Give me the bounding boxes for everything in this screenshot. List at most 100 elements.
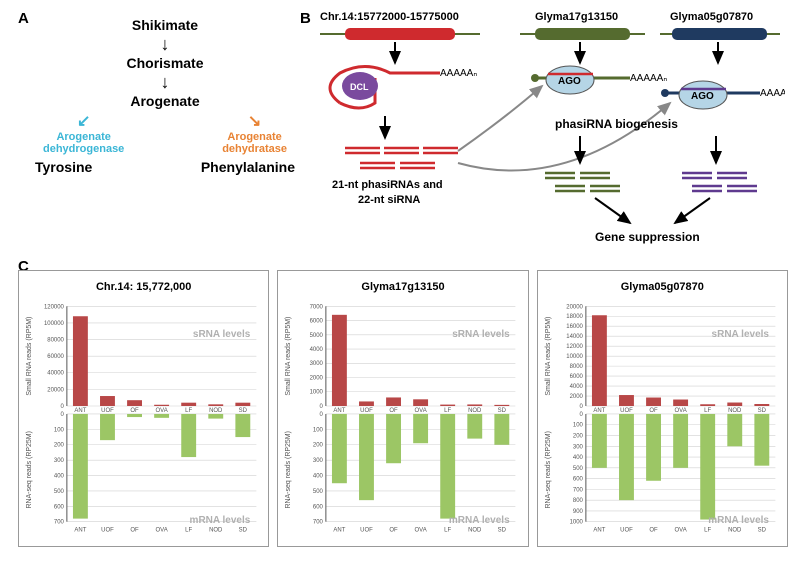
svg-text:NOD: NOD <box>209 408 223 414</box>
svg-text:OVA: OVA <box>156 528 168 534</box>
svg-text:900: 900 <box>573 509 584 515</box>
svg-text:100: 100 <box>573 423 584 429</box>
svg-text:OVA: OVA <box>674 408 686 414</box>
locus1-label: Chr.14:15772000-15775000 <box>320 11 459 23</box>
split-row: ↙ Arogenate dehydrogenase ↘ Arogenate de… <box>35 113 295 155</box>
svg-text:ANT: ANT <box>334 528 346 534</box>
pathway-item-0: Shikimate <box>132 17 198 33</box>
svg-text:80000: 80000 <box>47 338 64 344</box>
svg-text:7000: 7000 <box>310 304 324 310</box>
polya-1: AAAAAₙ <box>440 68 477 79</box>
svg-text:0: 0 <box>320 412 324 418</box>
svg-text:400: 400 <box>573 455 584 461</box>
end-row: Tyrosine Phenylalanine <box>35 159 295 175</box>
svg-text:LF: LF <box>704 408 711 414</box>
svg-text:OF: OF <box>390 408 399 414</box>
svg-text:0: 0 <box>579 404 583 410</box>
svg-text:ANT: ANT <box>74 528 86 534</box>
diagram-svg: Chr.14:15772000-15775000 Glyma17g13150 G… <box>310 8 785 258</box>
left-product: Tyrosine <box>35 159 92 175</box>
chart-2-svg: Small RNA reads (RP5M)RNA-seq reads (RP2… <box>538 271 787 546</box>
pathway-item-1: Chorismate <box>126 55 203 71</box>
red-fragments <box>345 148 458 168</box>
svg-text:UOF: UOF <box>360 408 373 414</box>
svg-text:0: 0 <box>61 412 65 418</box>
svg-text:0: 0 <box>320 404 324 410</box>
green-fragments <box>545 173 620 191</box>
svg-text:40000: 40000 <box>47 371 64 377</box>
arrow-down-icon: ↓ <box>161 37 170 51</box>
svg-text:LF: LF <box>704 528 711 534</box>
pathway: Shikimate ↓ Chorismate ↓ Arogenate ↙ Aro… <box>35 15 295 175</box>
svg-text:OVA: OVA <box>415 528 427 534</box>
locus2-label: Glyma17g13150 <box>535 11 618 23</box>
svg-text:100: 100 <box>313 427 324 433</box>
svg-text:12000: 12000 <box>566 344 583 350</box>
svg-text:Small RNA reads (RP5M): Small RNA reads (RP5M) <box>545 317 552 396</box>
svg-text:400: 400 <box>313 474 324 480</box>
svg-text:120000: 120000 <box>44 304 65 310</box>
pathway-left-enzyme: ↙ Arogenate dehydrogenase <box>43 113 124 155</box>
svg-text:RNA-seq reads (RP25M): RNA-seq reads (RP25M) <box>285 431 292 508</box>
chart-2-title: Glyma05g07870 <box>538 281 787 293</box>
svg-text:6000: 6000 <box>569 374 583 380</box>
svg-text:OF: OF <box>649 408 658 414</box>
svg-text:600: 600 <box>54 504 65 510</box>
svg-text:18000: 18000 <box>566 314 583 320</box>
mrna-label-0: mRNA levels <box>190 515 251 526</box>
svg-text:ANT: ANT <box>593 528 605 534</box>
locus3-label: Glyma05g07870 <box>670 11 753 23</box>
pathway-item-2: Arogenate <box>130 93 199 109</box>
svg-text:20000: 20000 <box>566 304 583 310</box>
svg-text:ANT: ANT <box>593 408 605 414</box>
chart-0-svg: Small RNA reads (RP5M)RNA-seq reads (RP2… <box>19 271 268 546</box>
svg-text:OVA: OVA <box>674 528 686 534</box>
svg-text:RNA-seq reads (RP25M): RNA-seq reads (RP25M) <box>26 431 33 508</box>
mrna-label-2: mRNA levels <box>708 515 769 526</box>
svg-text:UOF: UOF <box>101 528 114 534</box>
svg-text:OVA: OVA <box>156 408 168 414</box>
chart-1: Glyma17g13150 Small RNA reads (RP5M) RNA-… <box>277 270 528 547</box>
svg-text:UOF: UOF <box>620 408 633 414</box>
svg-text:LF: LF <box>445 528 452 534</box>
svg-text:SD: SD <box>498 408 507 414</box>
svg-text:300: 300 <box>573 444 584 450</box>
svg-text:OF: OF <box>390 528 399 534</box>
panel-c: Chr.14: 15,772,000 Small RNA reads (RP5M… <box>18 270 788 547</box>
svg-text:SD: SD <box>239 408 248 414</box>
dcl-label: DCL <box>350 82 369 92</box>
svg-text:500: 500 <box>313 489 324 495</box>
svg-text:LF: LF <box>185 408 192 414</box>
chart-0-title: Chr.14: 15,772,000 <box>19 281 268 293</box>
chart-1-title: Glyma17g13150 <box>278 281 527 293</box>
biogenesis-label: phasiRNA biogenesis <box>555 117 678 131</box>
svg-text:400: 400 <box>54 474 65 480</box>
right-product: Phenylalanine <box>201 159 295 175</box>
svg-text:20000: 20000 <box>47 387 64 393</box>
svg-text:0: 0 <box>579 412 583 418</box>
srna-label-2: sRNA levels <box>712 329 769 340</box>
svg-text:14000: 14000 <box>566 334 583 340</box>
svg-text:ANT: ANT <box>334 408 346 414</box>
chart-0: Chr.14: 15,772,000 Small RNA reads (RP5M… <box>18 270 269 547</box>
svg-text:ANT: ANT <box>74 408 86 414</box>
svg-text:8000: 8000 <box>569 364 583 370</box>
panel-a-label: A <box>18 10 29 27</box>
svg-text:SD: SD <box>498 528 507 534</box>
svg-text:200: 200 <box>313 443 324 449</box>
chart-1-svg: Small RNA reads (RP5M) RNA-seq reads (RP2… <box>278 271 527 546</box>
arrow-down-icon: ↓ <box>161 75 170 89</box>
svg-text:500: 500 <box>573 466 584 472</box>
svg-text:LF: LF <box>445 408 452 414</box>
mrna-label-1: mRNA levels <box>449 515 510 526</box>
svg-text:NOD: NOD <box>209 528 223 534</box>
right-enzyme-l1: Arogenate <box>227 131 281 143</box>
pathway-right-enzyme: ↘ Arogenate dehydratase <box>222 113 287 155</box>
svg-text:Small RNA reads (RP5M): Small RNA reads (RP5M) <box>285 317 292 396</box>
srna-label-1: sRNA levels <box>452 329 509 340</box>
right-enzyme-l2: dehydratase <box>222 143 287 155</box>
svg-text:300: 300 <box>313 458 324 464</box>
svg-text:700: 700 <box>313 520 324 526</box>
svg-text:4000: 4000 <box>569 384 583 390</box>
svg-text:200: 200 <box>573 434 584 440</box>
